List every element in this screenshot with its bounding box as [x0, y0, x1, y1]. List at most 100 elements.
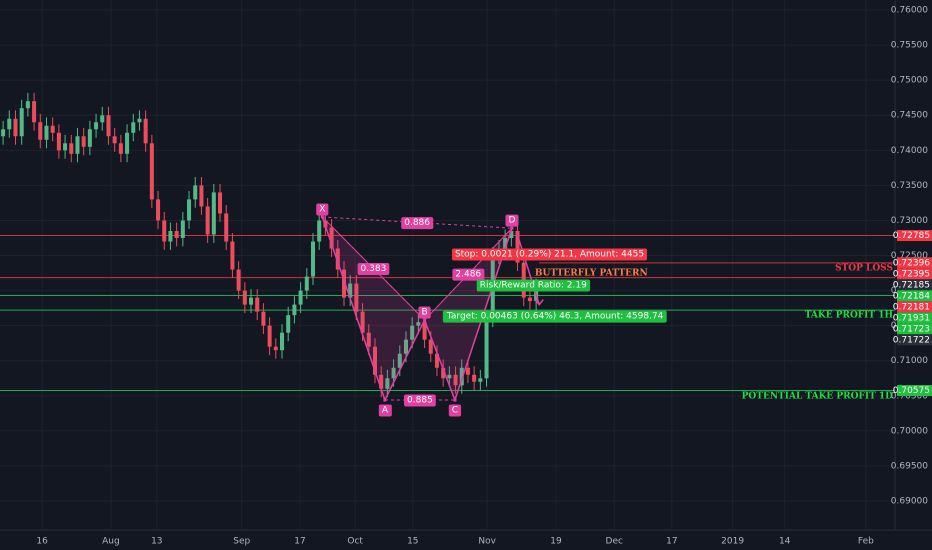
candle-body [230, 241, 235, 270]
label-bg [404, 394, 436, 407]
label-box: 0.885 [404, 394, 436, 407]
label-bg [452, 268, 485, 281]
candle-body [484, 318, 489, 379]
annotation: POTENTIAL TAKE PROFIT 1D [742, 392, 894, 402]
label-text: Target: 0.00463 (0.64%) 46.3, Amount: 45… [446, 312, 664, 322]
candle-body [348, 283, 353, 298]
y-tick-label: 0.73500 [891, 181, 928, 191]
y-tick-label: 0.74000 [891, 146, 928, 156]
price-badge [897, 334, 932, 346]
price-badge-label: 0.70575 [893, 386, 930, 396]
candle-body [366, 332, 371, 347]
candle-body [273, 346, 278, 351]
candle-body [199, 185, 204, 207]
x-tick-label: Dec [606, 537, 623, 547]
price-badge-label: 0.71722 [893, 335, 930, 345]
candle-body [118, 143, 123, 154]
label-bg [442, 310, 667, 323]
label-text: X [319, 204, 325, 214]
label-bg [357, 263, 390, 276]
candle-body [94, 122, 99, 130]
candle-body [286, 315, 291, 333]
label-bg [401, 217, 434, 230]
label-box: 0.886 [401, 217, 434, 230]
candle-body [341, 269, 347, 298]
label-box: X [316, 203, 329, 216]
price-badge [897, 290, 932, 302]
label-box: D [505, 214, 519, 227]
y-tick-label: 0.75500 [891, 41, 928, 51]
label-bg [378, 404, 392, 417]
candle-body [125, 132, 130, 154]
label-box: 0.383 [357, 263, 390, 276]
y-tick-label: 0.70000 [891, 426, 928, 436]
candle-body [372, 346, 377, 375]
y-tick-label: 0.70500 [891, 391, 928, 401]
label-text: Risk/Reward Ratio: 2.19 [480, 280, 587, 290]
y-tick-label: 0.69500 [891, 461, 928, 471]
candle-body [329, 227, 334, 249]
candle-body [310, 241, 316, 277]
price-badge [897, 312, 932, 324]
price-badge-label: 0.71931 [893, 313, 930, 323]
candle-body [180, 220, 185, 238]
label-box: A [378, 404, 392, 417]
y-tick-label: 0.76000 [891, 6, 928, 16]
label-text: B [421, 308, 427, 318]
candle-body [503, 237, 508, 249]
label-box: B [418, 306, 431, 319]
candle-body [360, 311, 365, 333]
candle-body [447, 374, 452, 379]
ratio-line [322, 216, 512, 229]
x-tick-label: 14 [779, 537, 791, 547]
x-tick-label: Sep [233, 537, 250, 547]
price-badge-label: 0.72785 [893, 231, 930, 241]
price-badge [897, 323, 932, 335]
candle-body [249, 297, 254, 305]
candle-body [236, 269, 241, 291]
label-bg [451, 248, 648, 261]
candle-body [44, 125, 49, 140]
label-text: 0.383 [361, 264, 387, 274]
candle-body [131, 122, 136, 133]
candle-body [335, 248, 340, 270]
candle-body [81, 136, 86, 147]
candle-body [354, 283, 359, 312]
x-tick-label: 19 [550, 537, 562, 547]
label-text: 0.886 [404, 218, 430, 228]
x-tick-label: 17 [294, 537, 305, 547]
x-tick-label: 2019 [721, 537, 744, 547]
candle-body [143, 118, 148, 144]
x-tick-label: Aug [102, 537, 120, 547]
candle-body [304, 276, 309, 291]
candle-body [465, 367, 470, 375]
candle-body [292, 304, 297, 316]
label-text: 0.885 [407, 396, 433, 406]
candle-body [317, 220, 322, 242]
y-tick-label: 0.73000 [891, 216, 928, 226]
candle-body [397, 353, 402, 368]
grid [0, 0, 895, 530]
candle-body [174, 230, 179, 238]
candle-body [391, 367, 396, 379]
candle-body [75, 136, 80, 154]
candle-body [1, 129, 6, 137]
candle-body [106, 115, 111, 137]
candle-body [187, 199, 192, 221]
pattern-point-mark [320, 215, 324, 219]
x-tick-label: 15 [407, 537, 418, 547]
y-tick-label: 0.71000 [891, 356, 928, 366]
candle-body [410, 325, 415, 340]
price-badge [897, 385, 932, 397]
candle-body [63, 143, 68, 151]
candle-body [428, 339, 433, 354]
candle-body [379, 374, 384, 389]
x-tick-label: 16 [36, 537, 48, 547]
candle-body [255, 297, 260, 312]
candle-body [87, 129, 92, 147]
candle-body [25, 101, 30, 109]
price-badge [897, 301, 932, 313]
candle-body [156, 199, 161, 221]
label-bg [505, 214, 519, 227]
pattern-point-mark [423, 318, 427, 322]
